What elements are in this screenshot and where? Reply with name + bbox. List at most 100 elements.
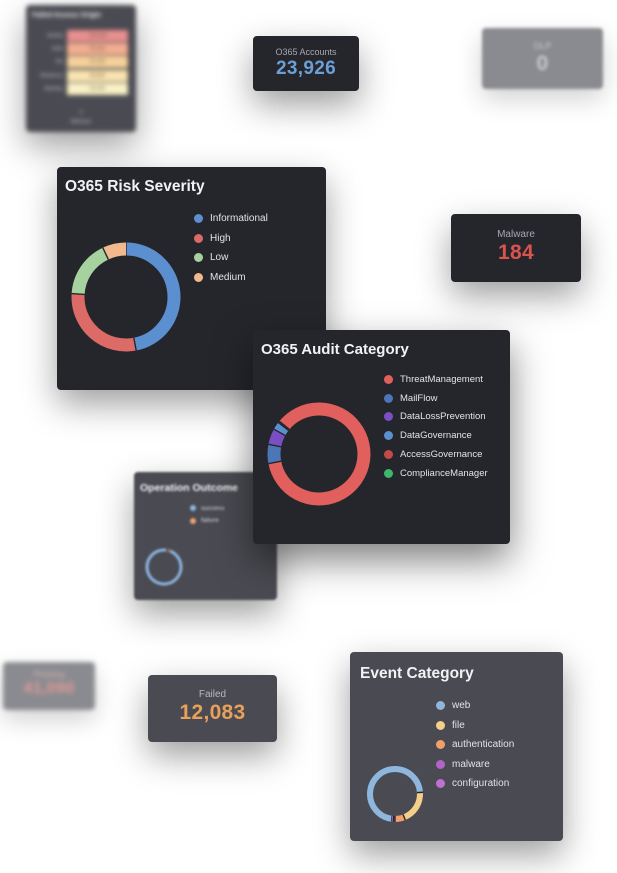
legend-item[interactable]: failure: [190, 515, 224, 528]
donut-separator: [278, 421, 290, 431]
legend-dot-icon: [384, 393, 393, 403]
origin-value: 90,894: [67, 69, 128, 82]
legend-dot-icon: [384, 468, 393, 478]
table-row[interactable]: Hirt 87,000: [33, 56, 128, 69]
legend-item[interactable]: Informational: [194, 209, 268, 229]
legend-dot-icon: [384, 412, 393, 422]
legend-label: configuration: [452, 778, 510, 790]
risk-severity-title: O365 Risk Severity: [65, 178, 205, 195]
legend-item[interactable]: DataLossPrevention: [384, 408, 488, 427]
donut-separator: [71, 292, 85, 296]
legend-item[interactable]: ComplianceManager: [384, 464, 488, 483]
legend-item[interactable]: Medium: [194, 268, 268, 288]
operation-outcome-legend: success failure: [190, 502, 224, 527]
legend-item[interactable]: Low: [194, 248, 268, 268]
legend-label: failure: [201, 517, 219, 525]
legend-dot-icon: [194, 253, 203, 263]
legend-label: ComplianceManager: [400, 467, 488, 479]
legend-dot-icon: [436, 740, 445, 750]
phishing-card[interactable]: Phishing 41,090: [3, 662, 95, 710]
risk-severity-card[interactable]: O365 Risk Severity Informational High Low M…: [57, 167, 326, 390]
legend-item[interactable]: ThreatManagement: [384, 370, 488, 389]
table-row[interactable]: Starrbay 94,440: [33, 83, 128, 96]
legend-item[interactable]: authentication: [436, 735, 514, 755]
donut-segment-file[interactable]: [402, 792, 423, 821]
legend-label: Low: [210, 252, 229, 264]
donut-segment-datalossprevention[interactable]: [268, 429, 286, 448]
event-category-card[interactable]: Event Category web file authentication malw…: [350, 652, 563, 841]
origin-footer-label: Minimum: [70, 119, 92, 125]
legend-label: web: [452, 700, 471, 712]
legend-label: High: [210, 232, 231, 244]
donut-separator: [133, 337, 137, 351]
donut-separator: [166, 548, 169, 552]
legend-dot-icon: [194, 233, 203, 243]
legend-label: file: [452, 719, 465, 731]
malware-value: 184: [498, 241, 534, 264]
origin-key: Sofia: [51, 46, 63, 53]
origin-value: 90,000: [67, 43, 128, 56]
donut-segment-informational[interactable]: [125, 242, 181, 351]
origin-key: Hirt: [55, 59, 63, 66]
donut-separator: [402, 814, 406, 821]
legend-label: DataLossPrevention: [400, 411, 486, 423]
legend-dot-icon: [436, 759, 445, 769]
event-category-donut: [367, 766, 423, 822]
legend-item[interactable]: file: [436, 716, 514, 736]
legend-item[interactable]: web: [436, 696, 514, 716]
o365-accounts-card[interactable]: O365 Accounts 23,926: [253, 36, 359, 91]
risk-severity-legend: Informational High Low Medium: [194, 209, 268, 287]
donut-separator: [390, 815, 393, 822]
donut-segment-success[interactable]: [145, 548, 183, 586]
operation-outcome-donut: [145, 548, 183, 586]
failed-value: 12,083: [179, 701, 246, 724]
legend-item[interactable]: success: [190, 502, 224, 515]
origin-key: Arimba: [47, 32, 63, 39]
donut-segment-authentication[interactable]: [394, 814, 406, 822]
malware-card[interactable]: Malware 184: [451, 214, 581, 282]
legend-item[interactable]: MailFlow: [384, 389, 488, 408]
legend-label: success: [201, 504, 225, 512]
origin-key: Starrbay: [44, 86, 63, 93]
origin-value: 87,000: [67, 56, 128, 69]
legend-item[interactable]: High: [194, 229, 268, 249]
malware-label: Malware: [497, 229, 535, 240]
legend-label: authentication: [452, 739, 515, 751]
donut-segment-web[interactable]: [367, 766, 423, 822]
legend-label: AccessGovernance: [400, 449, 483, 461]
table-row[interactable]: Sofia 90,000: [33, 42, 128, 56]
failed-card[interactable]: Failed 12,083: [148, 675, 277, 742]
audit-category-donut: [267, 402, 371, 506]
table-row[interactable]: Arimba 100,088: [33, 29, 128, 42]
legend-dot-icon: [194, 214, 203, 224]
donut-segment-datagovernance[interactable]: [273, 422, 289, 436]
origin-footer-value: 5: [79, 110, 83, 116]
donut-separator: [268, 443, 282, 448]
failed-label: Failed: [198, 689, 227, 700]
phishing-label: Phishing: [33, 670, 65, 679]
donut-segment-high[interactable]: [71, 293, 137, 352]
donut-separator: [268, 460, 282, 465]
dlp-card[interactable]: DLP 0: [482, 28, 603, 89]
failed-access-origin-card[interactable]: Failed Access Origin Arimba 100,088 Sofia 9…: [26, 5, 136, 132]
donut-separator: [168, 549, 171, 553]
donut-segment-low[interactable]: [71, 247, 109, 295]
donut-segment-medium[interactable]: [102, 242, 127, 260]
audit-category-card[interactable]: O365 Audit Category ThreatManagement Mail…: [253, 330, 510, 544]
phishing-value: 41,090: [23, 680, 75, 697]
donut-segment-mailflow[interactable]: [267, 444, 282, 464]
legend-item[interactable]: DataGovernance: [384, 426, 488, 445]
table-row[interactable]: Monterrey 90,894: [33, 69, 128, 82]
risk-severity-donut: [71, 242, 181, 352]
donut-segment-threatmanagement[interactable]: [268, 402, 371, 506]
legend-item[interactable]: configuration: [436, 774, 514, 794]
legend-item[interactable]: malware: [436, 755, 514, 775]
donut-separator: [273, 428, 286, 437]
dlp-label: DLP: [533, 41, 552, 51]
event-category-legend: web file authentication malware configuratio…: [436, 696, 514, 794]
origin-table: Arimba 100,088 Sofia 90,000 Hirt 87,000 Monter…: [33, 29, 128, 96]
legend-item[interactable]: AccessGovernance: [384, 445, 488, 464]
donut-separator: [277, 421, 290, 431]
audit-category-legend: ThreatManagement MailFlow DataLossPreventi…: [384, 370, 488, 483]
